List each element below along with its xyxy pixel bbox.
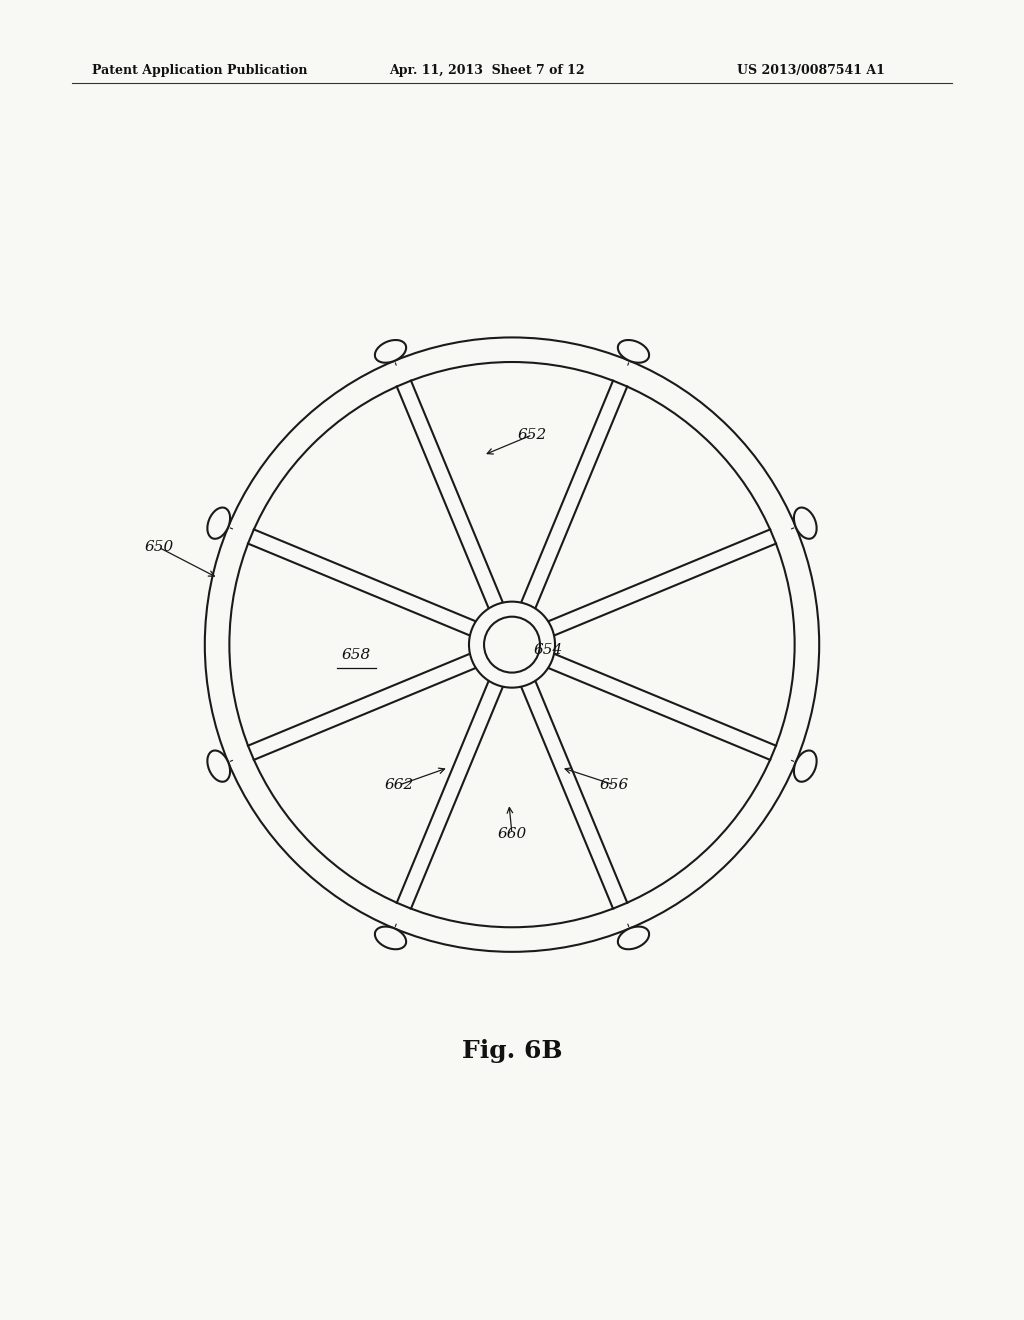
Text: 650: 650 <box>144 540 173 554</box>
Ellipse shape <box>794 507 816 539</box>
Ellipse shape <box>617 341 649 363</box>
Ellipse shape <box>794 751 816 781</box>
Ellipse shape <box>208 507 230 539</box>
Text: 654: 654 <box>534 643 562 657</box>
Ellipse shape <box>617 927 649 949</box>
Ellipse shape <box>375 341 407 363</box>
Circle shape <box>469 602 555 688</box>
Text: 656: 656 <box>600 777 629 792</box>
Ellipse shape <box>208 751 230 781</box>
Text: Fig. 6B: Fig. 6B <box>462 1039 562 1063</box>
Text: 660: 660 <box>498 828 526 841</box>
Text: US 2013/0087541 A1: US 2013/0087541 A1 <box>737 63 885 77</box>
Text: Patent Application Publication: Patent Application Publication <box>92 63 307 77</box>
Circle shape <box>484 616 540 673</box>
Text: 662: 662 <box>385 777 414 792</box>
Ellipse shape <box>375 927 407 949</box>
Text: 658: 658 <box>342 648 371 661</box>
Text: Apr. 11, 2013  Sheet 7 of 12: Apr. 11, 2013 Sheet 7 of 12 <box>389 63 585 77</box>
Text: 652: 652 <box>518 428 547 442</box>
